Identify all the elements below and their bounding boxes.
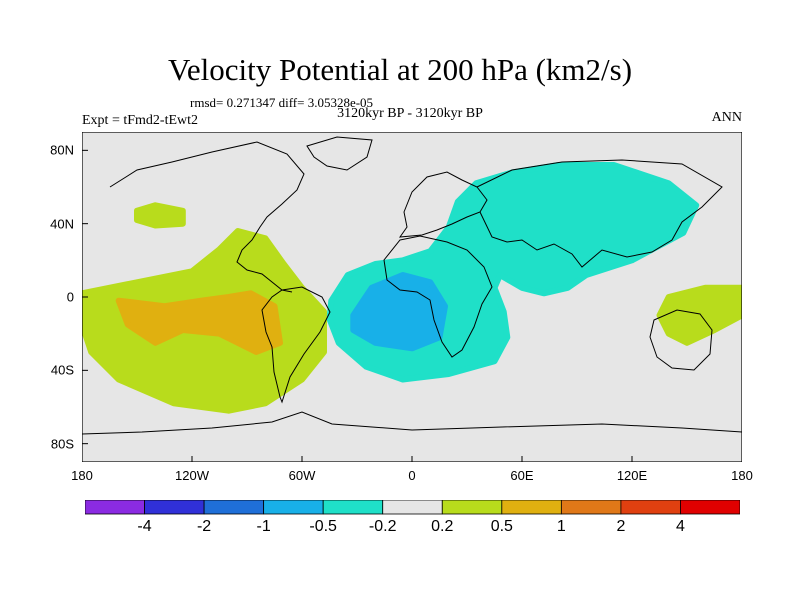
x-tick-label: 0	[408, 468, 416, 483]
y-tick-labels: 80N 40N 0 40S 80S	[0, 132, 82, 462]
region-atlantic-negative-core	[350, 272, 448, 352]
colorbar-label: -1	[256, 518, 271, 535]
colorbar	[85, 500, 740, 515]
coast-asia	[476, 159, 723, 268]
x-tick-label: 120W	[175, 468, 209, 483]
colorbar-label: -4	[137, 518, 152, 535]
chart-title: Velocity Potential at 200 hPa (km2/s)	[167, 52, 633, 87]
colorbar-label: 2	[616, 518, 626, 535]
contour-regions	[82, 162, 742, 414]
x-tick-label: 60W	[288, 468, 316, 483]
colorbar-label: 1	[556, 518, 566, 535]
colorbar-box	[203, 500, 265, 515]
x-tick-label: 180	[731, 468, 753, 483]
colorbar-box	[441, 500, 503, 515]
x-tick-label: 60E	[510, 468, 534, 483]
coast-australia	[649, 309, 713, 371]
colorbar-label: 0.2	[431, 518, 454, 535]
stats-line: rmsd= 0.271347 diff= 3.05328e-05	[190, 95, 374, 110]
colorbar-box	[144, 500, 205, 515]
x-tick-labels: 180 120W 60W 0 60E 120E 180	[0, 468, 800, 488]
colorbar-box	[85, 500, 145, 515]
y-tick-label: 80N	[50, 142, 74, 158]
y-tick-label: 40N	[50, 216, 74, 232]
colorbar-box	[620, 500, 681, 515]
x-tick-label: 120E	[616, 468, 648, 483]
region-north-pacific-positive	[134, 202, 186, 229]
coast-south-america	[261, 286, 331, 404]
colorbar-label: -0.2	[368, 518, 397, 535]
experiment-label: Expt = tFmd2-tEwt2	[82, 113, 199, 128]
colorbar-box	[680, 500, 740, 515]
colorbar-label: 4	[676, 518, 685, 535]
y-tick-label: 80S	[50, 436, 74, 452]
coastlines	[82, 136, 742, 435]
colorbar-box	[382, 500, 443, 515]
tick-marks	[82, 149, 742, 462]
region-east-pacific-core	[115, 290, 283, 355]
colorbar-label: -0.5	[309, 518, 337, 535]
map-plot	[82, 132, 742, 462]
colorbar-box	[560, 500, 622, 515]
colorbar-label: -2	[196, 518, 212, 535]
colorbar-label: 0.5	[490, 518, 513, 535]
colorbar-box	[263, 500, 324, 515]
season-label: ANN	[711, 110, 742, 125]
coast-africa	[383, 235, 493, 358]
y-tick-label: 0	[66, 289, 74, 305]
x-tick-label: 180	[71, 468, 93, 483]
period-label: 3120kyr BP - 3120kyr BP	[337, 106, 483, 121]
colorbar-box	[322, 500, 384, 515]
colorbar-labels: -4 -2 -1 -0.5 -0.2 0.2 0.5 1 2 4	[0, 518, 800, 540]
y-tick-label: 40S	[50, 362, 74, 378]
coast-antarctica	[82, 411, 742, 435]
colorbar-box	[501, 500, 562, 515]
coast-north-america	[109, 141, 305, 293]
coast-greenland	[306, 136, 373, 171]
